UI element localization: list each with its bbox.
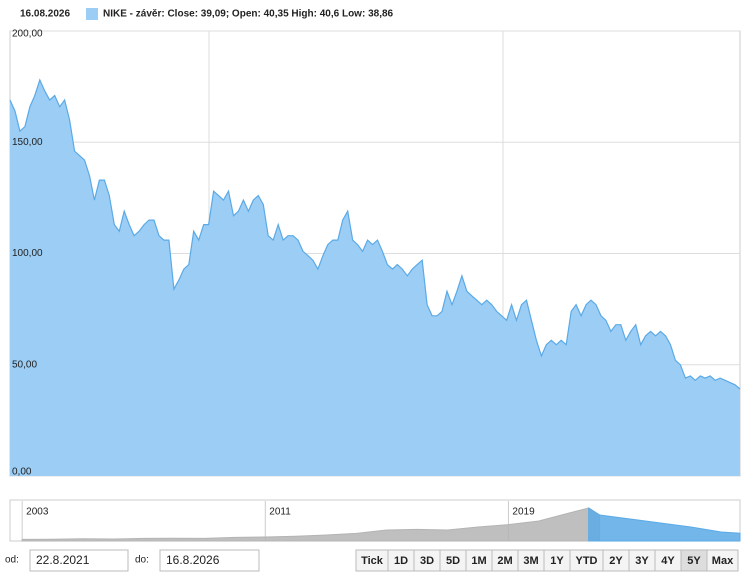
y-tick-label: 50,00: [12, 359, 37, 370]
y-tick-label: 0,00: [12, 467, 32, 478]
button-label: Max: [712, 555, 734, 567]
to-label: do:: [135, 555, 149, 566]
range-button[interactable]: Tick: [355, 549, 389, 572]
range-button[interactable]: 2Y: [602, 549, 630, 572]
y-tick-label: 100,00: [12, 248, 43, 259]
range-button[interactable]: 3Y: [628, 549, 656, 572]
button-label: YTD: [576, 555, 598, 567]
line: [9, 78, 741, 390]
from-input[interactable]: [29, 549, 129, 572]
to-value: 16.8.2026: [166, 553, 220, 567]
legend-label: NIKE - závěr: Close: 39,09; Open: 40,35 …: [103, 9, 394, 20]
nav-tick-label: 2019: [512, 507, 535, 518]
range-button[interactable]: 1D: [387, 549, 415, 572]
button-label: 3Y: [635, 555, 649, 567]
nav-tick-label: 2003: [26, 507, 49, 518]
range-button[interactable]: 1M: [465, 549, 493, 572]
nav-area: [588, 507, 741, 542]
y-tick-label: 200,00: [12, 29, 43, 40]
range-button[interactable]: 1Y: [543, 549, 571, 572]
area: [10, 79, 740, 477]
range-button[interactable]: 3M: [517, 549, 545, 572]
button-label: 5D: [446, 555, 460, 567]
to-input[interactable]: [159, 549, 260, 572]
date: 16.08.2026: [20, 9, 70, 20]
button-label: 1M: [471, 555, 486, 567]
button-label: 3D: [420, 555, 434, 567]
range-button[interactable]: 5D: [439, 549, 467, 572]
legend-swatch: [86, 8, 98, 20]
range-button[interactable]: 3D: [413, 549, 441, 572]
from-label: od:: [5, 555, 19, 566]
range-button[interactable]: 4Y: [654, 549, 682, 572]
range-button[interactable]: 5Y: [680, 549, 708, 572]
range-button[interactable]: YTD: [569, 549, 604, 572]
button-label: 4Y: [661, 555, 675, 567]
button-bg: [706, 549, 739, 572]
from-value: 22.8.2021: [36, 553, 90, 567]
button-label: 2M: [497, 555, 512, 567]
button-label: 2Y: [609, 555, 623, 567]
button-label: 1D: [394, 555, 408, 567]
button-label: 1Y: [550, 555, 564, 567]
button-label: Tick: [361, 555, 384, 567]
y-tick-label: 150,00: [12, 137, 43, 148]
range-button[interactable]: 2M: [491, 549, 519, 572]
button-label: 3M: [523, 555, 538, 567]
range-button[interactable]: Max: [706, 549, 739, 572]
button-label: 5Y: [687, 555, 701, 567]
nav-tick-label: 2011: [269, 507, 291, 518]
